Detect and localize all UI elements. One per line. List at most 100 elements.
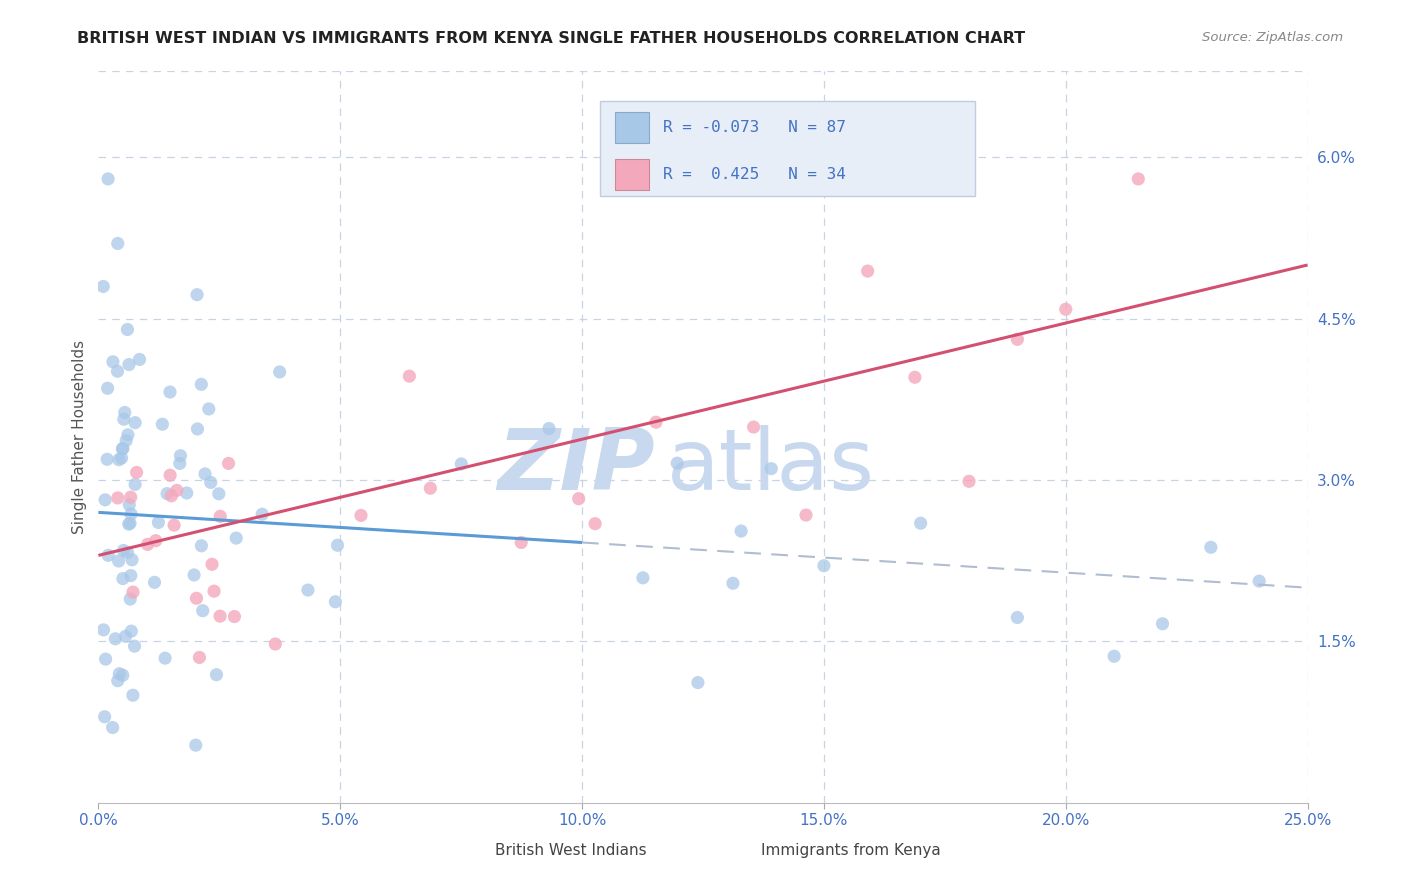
Point [145,533,167,548]
Point [450,457,472,471]
Point [111,442,134,456]
Point [159,385,181,400]
Point [1102,649,1125,664]
Point [201,558,224,572]
Point [101,355,124,369]
Point [190,377,212,392]
FancyBboxPatch shape [614,160,648,190]
Point [186,287,208,301]
Text: Immigrants from Kenya: Immigrants from Kenya [761,843,941,858]
Point [1199,541,1222,555]
Point [166,483,188,498]
Point [169,449,191,463]
Point [107,554,129,568]
Point [1249,574,1271,588]
Text: Source: ZipAtlas.com: Source: ZipAtlas.com [1202,31,1343,45]
Point [118,516,141,531]
Point [856,264,879,278]
Point [97,172,120,186]
Text: R = -0.073   N = 87: R = -0.073 N = 87 [664,120,846,135]
Point [107,364,129,378]
Point [176,486,198,500]
Point [118,358,141,372]
Point [264,637,287,651]
Point [108,452,131,467]
Point [97,549,120,563]
Point [721,576,744,591]
FancyBboxPatch shape [614,112,648,143]
Point [269,365,291,379]
Point [94,652,117,666]
Text: atlas: atlas [666,425,875,508]
Point [115,434,138,448]
Point [224,609,246,624]
FancyBboxPatch shape [461,839,488,862]
Point [125,466,148,480]
Point [583,516,606,531]
Point [730,524,752,538]
Point [120,507,142,521]
Point [150,417,173,432]
Point [160,489,183,503]
Point [198,401,221,416]
Point [128,352,150,367]
Point [350,508,373,523]
Point [645,415,668,429]
Point [94,492,117,507]
Point [121,553,143,567]
Point [186,422,208,436]
Point [202,584,225,599]
Point [163,518,186,533]
Point [297,582,319,597]
Point [122,585,145,599]
Point [186,591,208,606]
Text: ZIP: ZIP [496,425,655,508]
Point [136,537,159,551]
Point [183,568,205,582]
Point [107,673,129,688]
Point [190,539,212,553]
Point [114,405,136,419]
Point [225,531,247,545]
Point [124,639,146,653]
Point [568,491,591,506]
Point [93,710,115,724]
Point [114,629,136,643]
Point [120,568,142,582]
Text: R =  0.425   N = 34: R = 0.425 N = 34 [664,168,846,182]
Point [1007,610,1029,624]
Point [97,381,120,395]
Point [910,516,932,531]
Point [159,468,181,483]
Point [118,517,141,532]
Point [209,509,232,524]
Point [111,668,134,682]
Point [813,558,835,573]
Point [143,575,166,590]
Point [117,427,139,442]
Point [117,545,139,559]
Point [194,467,217,481]
Point [120,592,142,607]
Point [205,667,228,681]
Point [101,721,124,735]
Point [112,412,135,426]
Point [904,370,927,384]
FancyBboxPatch shape [600,101,976,195]
Y-axis label: Single Father Households: Single Father Households [72,340,87,534]
Point [91,279,114,293]
Point [208,487,231,501]
Point [93,623,115,637]
Point [957,475,980,489]
Point [169,457,191,471]
Point [666,456,689,470]
Point [686,675,709,690]
Point [111,442,134,456]
Point [112,543,135,558]
Point [108,666,131,681]
Point [110,451,132,466]
Point [117,322,139,336]
Point [107,491,129,505]
Point [218,457,240,471]
Point [200,475,222,490]
